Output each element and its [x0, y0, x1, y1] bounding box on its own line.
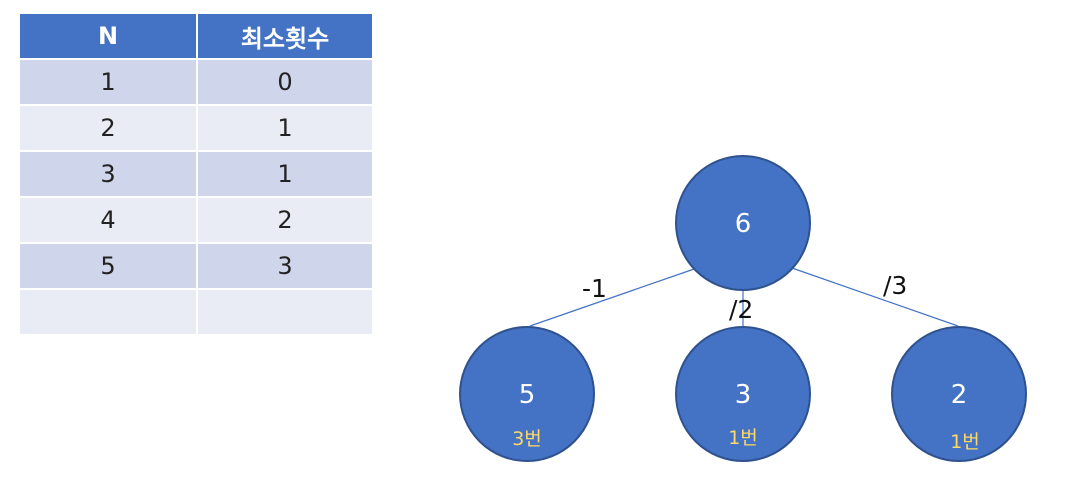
cell-min-count: 1: [196, 150, 374, 198]
cell-min-count: 2: [196, 196, 374, 244]
min-count-table: N 최소횟수 1 0 2 1 3 1 4 2 5 3: [18, 12, 374, 336]
table-row: [18, 288, 374, 336]
header-n: N: [18, 12, 198, 60]
edge-root-to-right: [791, 267, 959, 327]
tree-node-right: 2 1번: [891, 326, 1027, 462]
header-min-count: 최소횟수: [196, 12, 374, 60]
cell-min-count: 0: [196, 58, 374, 106]
table-row: 2 1: [18, 104, 374, 152]
edge-label-middle: /2: [729, 295, 753, 324]
tree-node-root: 6: [675, 155, 811, 291]
cell-n: 5: [18, 242, 198, 290]
node-value: 6: [735, 209, 752, 239]
edge-root-to-left: [529, 267, 698, 327]
table-row: 3 1: [18, 150, 374, 198]
node-circle: [891, 326, 1027, 462]
table-row: 4 2: [18, 196, 374, 244]
cell-n: 1: [18, 58, 198, 106]
table-row: 1 0: [18, 58, 374, 106]
node-value: 3: [735, 380, 752, 410]
edge-label-right: /3: [883, 271, 907, 300]
tree-node-middle: 3 1번: [675, 326, 811, 462]
cell-min-count: [196, 288, 374, 336]
node-count: 1번: [728, 427, 758, 449]
node-count: 1번: [950, 431, 980, 453]
cell-min-count: 3: [196, 242, 374, 290]
tree-node-left: 5 3번: [459, 326, 595, 462]
cell-n: 2: [18, 104, 198, 152]
table-header-row: N 최소횟수: [18, 12, 374, 60]
cell-n: [18, 288, 198, 336]
table-row: 5 3: [18, 242, 374, 290]
cell-min-count: 1: [196, 104, 374, 152]
cell-n: 3: [18, 150, 198, 198]
node-circle: [459, 326, 595, 462]
node-value: 5: [519, 380, 536, 410]
node-value: 2: [951, 380, 968, 410]
node-circle: [675, 155, 811, 291]
node-circle: [675, 326, 811, 462]
edge-label-left: -1: [582, 274, 607, 303]
cell-n: 4: [18, 196, 198, 244]
node-count: 3번: [512, 428, 542, 450]
